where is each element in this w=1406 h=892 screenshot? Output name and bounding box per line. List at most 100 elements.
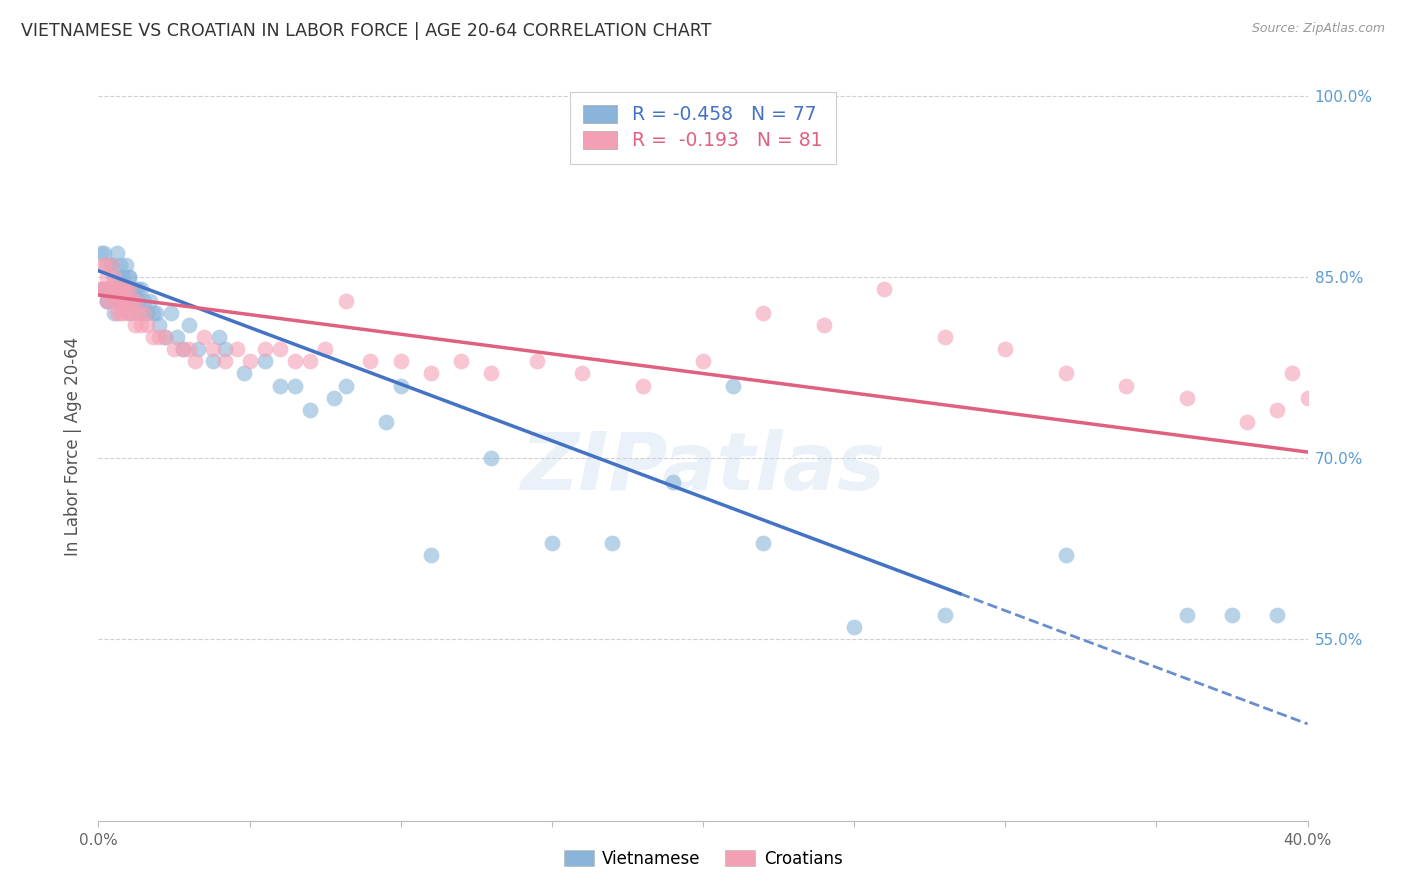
Point: [934, 608, 956, 623]
Point: [1175, 391, 1198, 405]
Point: [202, 354, 225, 368]
Point: [1220, 608, 1243, 623]
Text: VIETNAMESE VS CROATIAN IN LABOR FORCE | AGE 20-64 CORRELATION CHART: VIETNAMESE VS CROATIAN IN LABOR FORCE | …: [21, 22, 711, 40]
Point: [1312, 415, 1334, 429]
Point: [1054, 548, 1077, 562]
Point: [93, 245, 115, 260]
Point: [208, 330, 231, 344]
Point: [526, 354, 548, 368]
Point: [121, 282, 143, 296]
Point: [93, 282, 115, 296]
Point: [108, 293, 131, 308]
Point: [145, 306, 167, 320]
Point: [752, 535, 775, 549]
Point: [172, 343, 194, 357]
Point: [127, 306, 149, 320]
Point: [108, 258, 131, 272]
Point: [124, 293, 146, 308]
Point: [93, 258, 115, 272]
Point: [420, 367, 443, 381]
Point: [96, 282, 118, 296]
Text: Source: ZipAtlas.com: Source: ZipAtlas.com: [1251, 22, 1385, 36]
Point: [118, 269, 141, 284]
Point: [111, 269, 134, 284]
Point: [114, 282, 136, 296]
Point: [96, 258, 118, 272]
Point: [103, 282, 125, 296]
Point: [132, 306, 155, 320]
Point: [121, 293, 143, 308]
Point: [163, 343, 186, 357]
Point: [96, 269, 118, 284]
Point: [105, 293, 128, 308]
Point: [124, 282, 146, 296]
Point: [118, 306, 141, 320]
Point: [1267, 402, 1289, 417]
Point: [184, 354, 207, 368]
Point: [105, 306, 128, 320]
Point: [420, 548, 443, 562]
Point: [132, 293, 155, 308]
Point: [602, 535, 624, 549]
Point: [100, 258, 122, 272]
Point: [813, 318, 835, 333]
Point: [114, 282, 136, 296]
Point: [139, 293, 162, 308]
Point: [179, 318, 201, 333]
Point: [118, 269, 141, 284]
Point: [160, 306, 183, 320]
Point: [844, 620, 866, 634]
Point: [96, 282, 118, 296]
Point: [1341, 367, 1364, 381]
Point: [114, 282, 136, 296]
Point: [253, 343, 276, 357]
Point: [214, 354, 236, 368]
Point: [202, 343, 225, 357]
Point: [1357, 439, 1379, 453]
Point: [142, 306, 165, 320]
Point: [934, 330, 956, 344]
Point: [631, 378, 654, 392]
Point: [124, 293, 146, 308]
Point: [1267, 608, 1289, 623]
Point: [90, 282, 112, 296]
Legend: Vietnamese, Croatians: Vietnamese, Croatians: [557, 844, 849, 875]
Point: [100, 282, 122, 296]
Point: [100, 258, 122, 272]
Point: [135, 306, 157, 320]
Text: ZIPatlas: ZIPatlas: [520, 429, 886, 508]
Point: [121, 306, 143, 320]
Point: [1296, 391, 1319, 405]
Point: [108, 269, 131, 284]
Point: [111, 306, 134, 320]
Point: [105, 282, 128, 296]
Point: [103, 269, 125, 284]
Point: [374, 415, 396, 429]
Point: [127, 293, 149, 308]
Legend: R = -0.458   N = 77, R =  -0.193   N = 81: R = -0.458 N = 77, R = -0.193 N = 81: [571, 92, 835, 163]
Point: [114, 258, 136, 272]
Point: [873, 282, 896, 296]
Point: [90, 282, 112, 296]
Point: [105, 293, 128, 308]
Point: [284, 378, 307, 392]
Point: [108, 293, 131, 308]
Point: [129, 318, 152, 333]
Point: [752, 306, 775, 320]
Point: [103, 269, 125, 284]
Point: [323, 391, 346, 405]
Point: [1281, 367, 1303, 381]
Point: [335, 378, 357, 392]
Point: [1402, 668, 1406, 682]
Point: [118, 282, 141, 296]
Point: [135, 318, 157, 333]
Point: [172, 343, 194, 357]
Point: [1386, 426, 1406, 441]
Point: [111, 282, 134, 296]
Point: [1372, 415, 1395, 429]
Point: [481, 451, 503, 466]
Point: [335, 293, 357, 308]
Point: [179, 343, 201, 357]
Point: [100, 293, 122, 308]
Point: [124, 318, 146, 333]
